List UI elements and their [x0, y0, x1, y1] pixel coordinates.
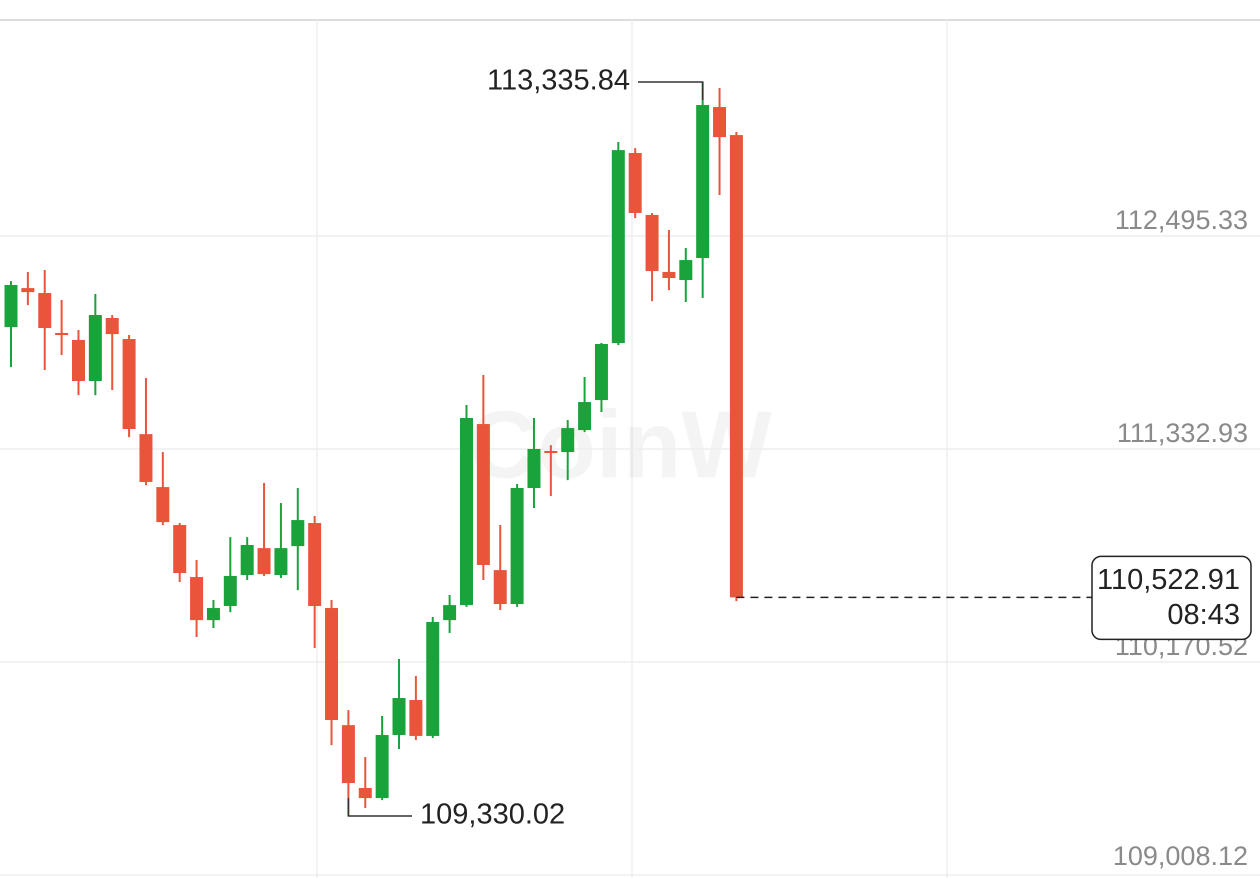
low-marker-line	[347, 798, 412, 817]
candle-body	[459, 418, 473, 606]
candle-body	[325, 608, 339, 720]
candle-body	[341, 725, 355, 784]
countdown-label: 08:43	[1167, 599, 1240, 631]
high-marker-line	[638, 81, 704, 100]
candle-body	[71, 339, 85, 381]
candle-body	[206, 608, 220, 621]
candle-body	[38, 293, 52, 329]
last-price-box	[1091, 555, 1252, 641]
high-label: 113,335.84	[487, 65, 630, 97]
candle-body	[729, 135, 743, 598]
candle-body	[713, 107, 727, 138]
candle-body	[105, 317, 119, 335]
candle-body	[611, 150, 625, 344]
candle-body	[645, 214, 659, 272]
candle-body	[409, 700, 423, 736]
candle-body	[173, 525, 187, 574]
candle-body	[679, 260, 693, 281]
candle-body	[544, 450, 558, 454]
candle-body	[493, 570, 507, 605]
candle-body	[88, 315, 102, 381]
candle-body	[4, 284, 18, 328]
candle-body	[122, 339, 136, 430]
last-price-label: 110,522.91	[1097, 564, 1240, 596]
y-tick-label: 112,495.33	[1115, 205, 1248, 235]
candle-body	[628, 153, 642, 213]
candle-body	[594, 343, 608, 401]
candle-body	[291, 520, 305, 547]
candle-body	[392, 698, 406, 736]
candle-body	[274, 548, 288, 576]
candle-body	[257, 548, 271, 575]
candle-body	[696, 105, 710, 259]
candle-body	[375, 735, 389, 799]
candle-body	[190, 577, 204, 621]
watermark: CoinW	[468, 391, 772, 498]
y-tick-label: 111,332.93	[1117, 418, 1248, 448]
y-tick-label: 109,008.12	[1113, 841, 1248, 871]
candle-body	[578, 402, 592, 431]
candle-body	[21, 288, 35, 293]
candle-body	[139, 434, 153, 482]
candle-body	[510, 488, 524, 605]
candle-body	[240, 544, 254, 576]
candle-body	[156, 487, 170, 523]
candle-body	[662, 271, 676, 279]
candle-body	[223, 575, 237, 607]
candle-body	[476, 424, 490, 565]
candle-body	[308, 523, 322, 607]
low-label: 109,330.02	[420, 799, 565, 831]
candle-body	[55, 332, 69, 335]
candle-body	[561, 428, 575, 453]
candle-body	[527, 448, 541, 489]
candle-body	[426, 621, 440, 736]
candle-body	[443, 605, 457, 621]
candle-body	[358, 787, 372, 799]
